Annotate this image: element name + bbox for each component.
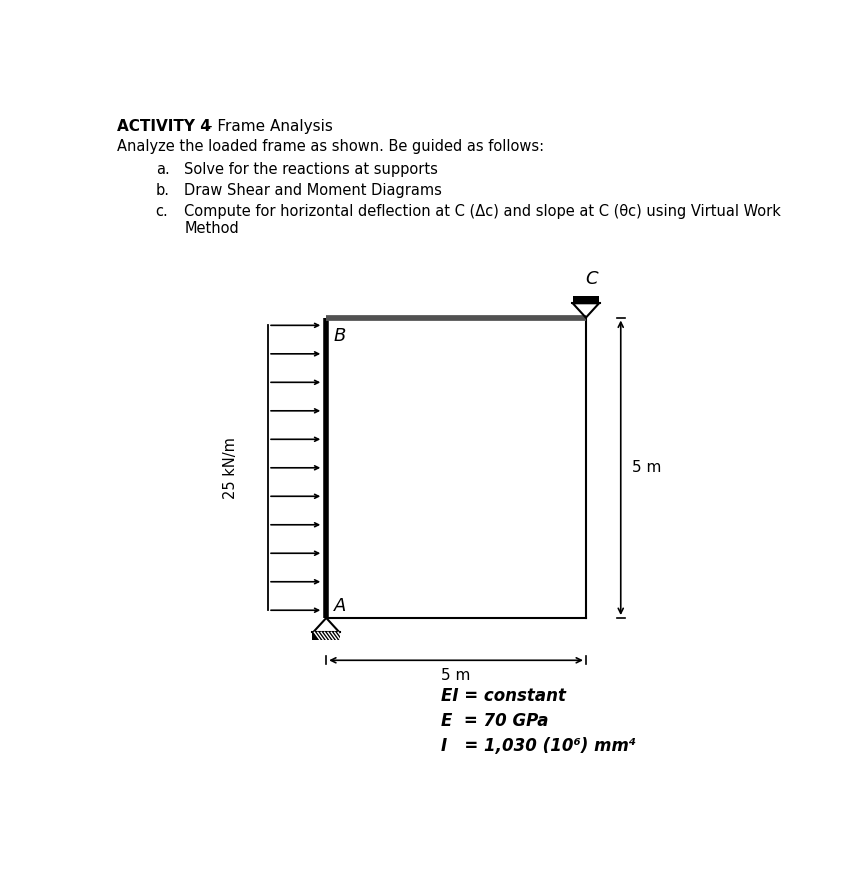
- Text: Method: Method: [185, 222, 239, 237]
- Text: E  = 70 GPa: E = 70 GPa: [441, 712, 548, 730]
- Text: ACTIVITY 4: ACTIVITY 4: [117, 119, 211, 134]
- Text: 5 m: 5 m: [632, 460, 662, 476]
- Text: A: A: [334, 597, 346, 615]
- Text: Compute for horizontal deflection at C (Δc) and slope at C (θc) using Virtual Wo: Compute for horizontal deflection at C (…: [185, 204, 781, 219]
- Text: a.: a.: [156, 162, 169, 177]
- Bar: [572, 296, 599, 303]
- Text: b.: b.: [156, 183, 169, 198]
- Text: C: C: [585, 271, 598, 288]
- Bar: [313, 632, 340, 639]
- Text: I   = 1,030 (10⁶) mm⁴: I = 1,030 (10⁶) mm⁴: [441, 737, 636, 754]
- Text: 25 kN/m: 25 kN/m: [223, 437, 239, 498]
- Text: c.: c.: [156, 204, 169, 219]
- Text: 5 m: 5 m: [442, 668, 470, 683]
- Bar: [326, 314, 586, 321]
- Text: – Frame Analysis: – Frame Analysis: [200, 119, 333, 134]
- Text: Analyze the loaded frame as shown. Be guided as follows:: Analyze the loaded frame as shown. Be gu…: [117, 139, 544, 154]
- Text: B: B: [334, 327, 346, 345]
- Text: Draw Shear and Moment Diagrams: Draw Shear and Moment Diagrams: [185, 183, 443, 198]
- Text: EI = constant: EI = constant: [441, 688, 566, 705]
- Text: Solve for the reactions at supports: Solve for the reactions at supports: [185, 162, 438, 177]
